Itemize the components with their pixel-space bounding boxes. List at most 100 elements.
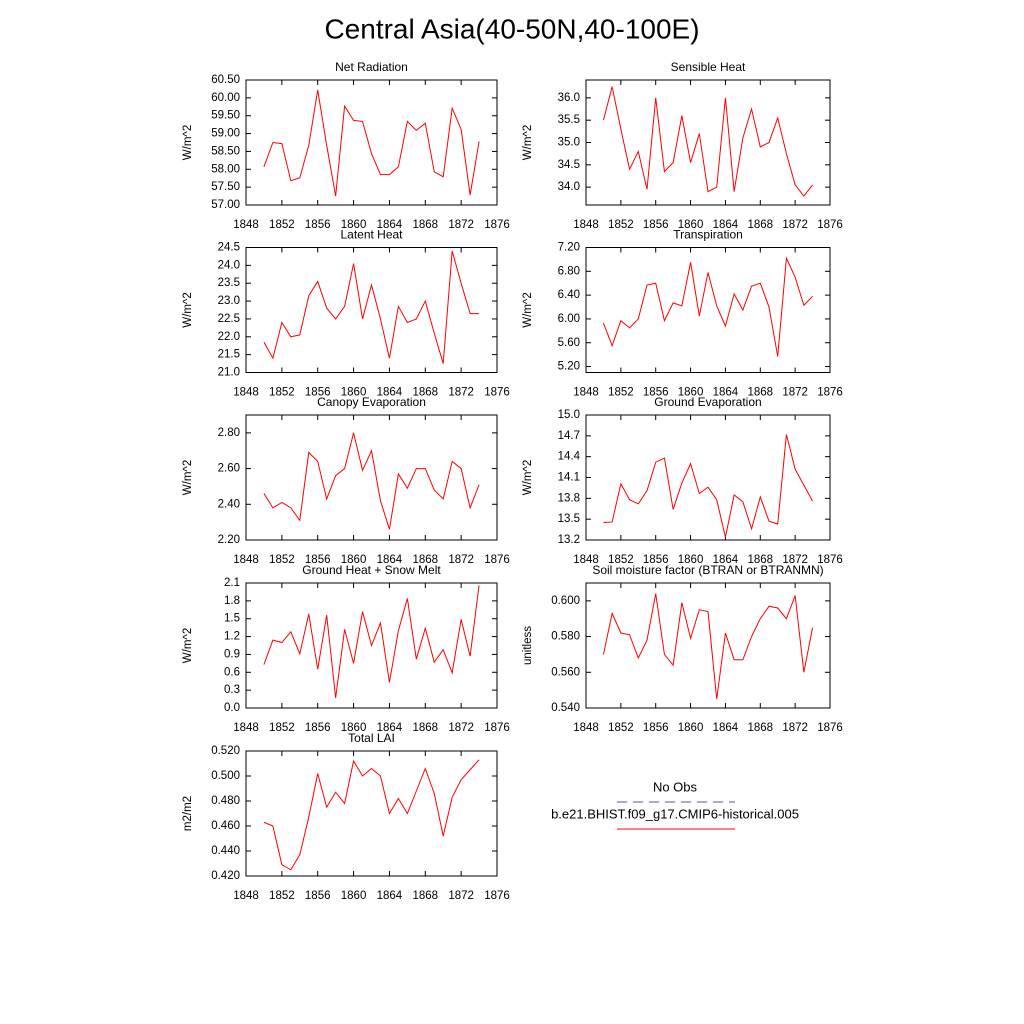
x-tick-label: 1864 [713, 219, 739, 231]
panel-title: Latent Heat [340, 228, 403, 242]
x-tick-label: 1876 [817, 722, 843, 734]
x-tick-label: 1872 [782, 722, 808, 734]
x-tick-label: 1848 [573, 722, 599, 734]
x-tick-label: 1872 [448, 890, 474, 902]
figure-title: Central Asia(40-50N,40-100E) [324, 13, 699, 44]
y-tick-label: 0.540 [551, 702, 580, 714]
x-tick-label: 1856 [643, 387, 669, 399]
x-tick-label: 1848 [573, 387, 599, 399]
x-tick-label: 1868 [412, 890, 438, 902]
panel: Net Radiation W/m^2 1848 1852 1856 1860 1864 18… [182, 60, 510, 231]
y-tick-label: 2.20 [218, 534, 240, 546]
x-tick-label: 1864 [377, 722, 403, 734]
y-tick-label: 21.0 [218, 367, 240, 379]
y-tick-label: 6.80 [558, 265, 580, 277]
x-tick-label: 1852 [269, 890, 295, 902]
y-tick-label: 13.5 [558, 513, 580, 525]
y-tick-label: 21.5 [218, 349, 240, 361]
y-tick-label: 14.7 [558, 430, 580, 442]
x-tick-label: 1848 [233, 722, 259, 734]
x-tick-label: 1856 [643, 219, 669, 231]
x-tick-label: 1864 [377, 890, 403, 902]
x-tick-label: 1876 [484, 554, 510, 566]
y-tick-label: 23.5 [218, 277, 240, 289]
x-tick-label: 1860 [678, 387, 704, 399]
x-tick-label: 1852 [608, 554, 634, 566]
data-line [263, 759, 480, 871]
y-axis-label: W/m^2 [182, 292, 194, 327]
x-tick-label: 1856 [643, 554, 669, 566]
x-tick-label: 1852 [608, 387, 634, 399]
x-tick-label: 1856 [305, 554, 331, 566]
y-tick-label: 14.1 [558, 472, 580, 484]
y-tick-label: 2.60 [218, 463, 240, 475]
x-tick-label: 1868 [747, 387, 773, 399]
panel-title: Total LAI [348, 731, 395, 745]
y-tick-label: 1.2 [224, 631, 240, 643]
panel: Latent Heat W/m^2 1848 1852 1856 1860 1864 1868… [182, 228, 510, 399]
x-tick-label: 1856 [643, 722, 669, 734]
y-axis-label: W/m^2 [182, 125, 194, 160]
x-tick-label: 1868 [412, 219, 438, 231]
y-tick-label: 36.0 [558, 92, 580, 104]
y-tick-label: 0.560 [551, 666, 580, 678]
y-tick-label: 58.50 [211, 145, 240, 157]
y-axis-label: W/m^2 [182, 460, 194, 495]
plot-frame [245, 247, 498, 373]
x-tick-label: 1860 [341, 722, 367, 734]
plot-frame [585, 79, 831, 206]
x-tick-label: 1848 [233, 387, 259, 399]
x-tick-label: 1852 [269, 219, 295, 231]
y-tick-label: 0.480 [211, 795, 240, 807]
x-tick-label: 1872 [448, 554, 474, 566]
x-tick-label: 1852 [608, 219, 634, 231]
x-tick-label: 1852 [269, 722, 295, 734]
y-tick-label: 14.4 [558, 451, 581, 463]
y-tick-label: 2.40 [218, 498, 240, 510]
y-tick-label: 58.00 [211, 163, 240, 175]
y-tick-label: 34.5 [558, 159, 580, 171]
y-tick-label: 23.0 [218, 295, 240, 307]
y-tick-label: 59.00 [211, 128, 240, 140]
x-tick-label: 1868 [412, 554, 438, 566]
y-tick-label: 0.0 [224, 702, 240, 714]
y-tick-label: 2.1 [224, 577, 240, 589]
y-tick-label: 0.3 [224, 684, 240, 696]
y-tick-label: 0.420 [211, 870, 240, 882]
x-tick-label: 1872 [782, 387, 808, 399]
x-tick-label: 1872 [448, 219, 474, 231]
y-axis-label: W/m^2 [182, 628, 194, 663]
x-tick-label: 1864 [713, 387, 739, 399]
plot-frame [245, 79, 498, 206]
y-axis-label: unitless [522, 626, 534, 665]
x-tick-label: 1864 [377, 387, 403, 399]
y-tick-label: 0.580 [551, 631, 580, 643]
x-tick-label: 1864 [377, 554, 403, 566]
x-tick-label: 1876 [484, 387, 510, 399]
x-tick-label: 1872 [448, 387, 474, 399]
panel: Total LAI m2/m2 1848 1852 1856 1860 1864 1868 18… [182, 731, 510, 902]
x-tick-label: 1860 [341, 387, 367, 399]
x-tick-label: 1856 [305, 387, 331, 399]
x-tick-label: 1868 [747, 219, 773, 231]
y-tick-label: 0.6 [224, 666, 240, 678]
y-tick-label: 35.5 [558, 114, 580, 126]
x-tick-label: 1868 [747, 554, 773, 566]
y-tick-label: 60.00 [211, 92, 240, 104]
data-line [263, 585, 480, 698]
y-tick-label: 6.00 [558, 313, 580, 325]
panel: Sensible Heat W/m^2 1848 1852 1856 1860 1864 18… [522, 60, 843, 231]
data-line [602, 256, 813, 357]
x-tick-label: 1860 [678, 722, 704, 734]
y-tick-label: 0.520 [211, 745, 240, 757]
panel-title: Sensible Heat [671, 60, 746, 74]
panel-title: Ground Evaporation [654, 395, 761, 409]
data-line [602, 86, 813, 197]
x-tick-label: 1868 [747, 722, 773, 734]
y-tick-label: 1.5 [224, 613, 240, 625]
y-tick-label: 57.50 [211, 181, 240, 193]
x-tick-label: 1872 [448, 722, 474, 734]
y-axis-label: W/m^2 [522, 460, 534, 495]
